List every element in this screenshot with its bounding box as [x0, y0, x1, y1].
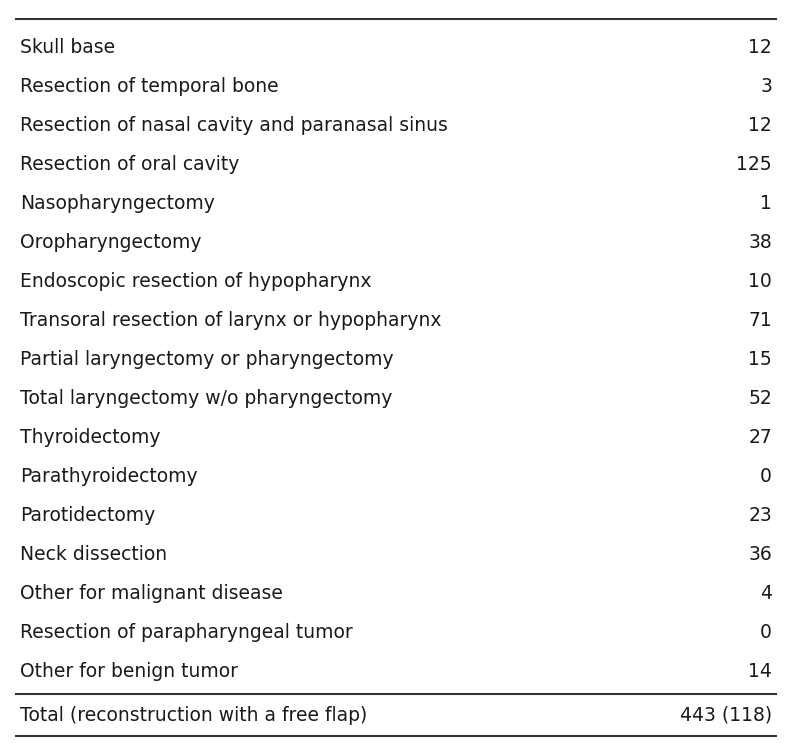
Text: Total (reconstruction with a free flap): Total (reconstruction with a free flap) — [20, 706, 367, 725]
Text: Skull base: Skull base — [20, 37, 115, 57]
Text: 52: 52 — [748, 389, 772, 408]
Text: 27: 27 — [748, 428, 772, 446]
Text: Resection of nasal cavity and paranasal sinus: Resection of nasal cavity and paranasal … — [20, 115, 448, 135]
Text: Partial laryngectomy or pharyngectomy: Partial laryngectomy or pharyngectomy — [20, 349, 394, 369]
Text: 38: 38 — [748, 232, 772, 252]
Text: Resection of oral cavity: Resection of oral cavity — [20, 154, 239, 174]
Text: 12: 12 — [748, 37, 772, 57]
Text: Nasopharyngectomy: Nasopharyngectomy — [20, 194, 215, 212]
Text: 1: 1 — [760, 194, 772, 212]
Text: Other for benign tumor: Other for benign tumor — [20, 662, 238, 681]
Text: Other for malignant disease: Other for malignant disease — [20, 583, 283, 603]
Text: Oropharyngectomy: Oropharyngectomy — [20, 232, 202, 252]
Text: 10: 10 — [748, 272, 772, 291]
Text: 36: 36 — [748, 545, 772, 564]
Text: Neck dissection: Neck dissection — [20, 545, 167, 564]
Text: Transoral resection of larynx or hypopharynx: Transoral resection of larynx or hypopha… — [20, 311, 442, 329]
Text: Parathyroidectomy: Parathyroidectomy — [20, 466, 198, 486]
Text: 0: 0 — [760, 623, 772, 641]
Text: 0: 0 — [760, 466, 772, 486]
Text: 125: 125 — [736, 154, 772, 174]
Text: 23: 23 — [748, 506, 772, 524]
Text: 14: 14 — [748, 662, 772, 681]
Text: 12: 12 — [748, 115, 772, 135]
Text: 443 (118): 443 (118) — [680, 706, 772, 725]
Text: Thyroidectomy: Thyroidectomy — [20, 428, 161, 446]
Text: Endoscopic resection of hypopharynx: Endoscopic resection of hypopharynx — [20, 272, 371, 291]
Text: Parotidectomy: Parotidectomy — [20, 506, 155, 524]
Text: 4: 4 — [760, 583, 772, 603]
Text: Resection of temporal bone: Resection of temporal bone — [20, 77, 278, 95]
Text: 15: 15 — [748, 349, 772, 369]
Text: 71: 71 — [748, 311, 772, 329]
Text: 3: 3 — [760, 77, 772, 95]
Text: Resection of parapharyngeal tumor: Resection of parapharyngeal tumor — [20, 623, 353, 641]
Text: Total laryngectomy w/o pharyngectomy: Total laryngectomy w/o pharyngectomy — [20, 389, 392, 408]
